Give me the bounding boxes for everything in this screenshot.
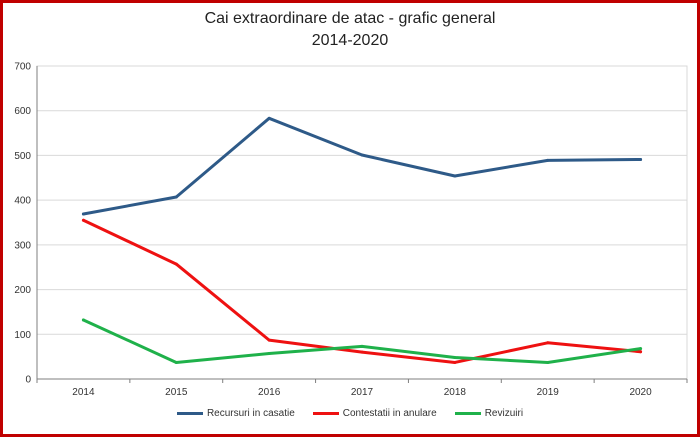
data-point: [639, 157, 643, 161]
x-tick-label: 2017: [351, 387, 374, 398]
data-point: [81, 218, 85, 222]
y-tick-label: 500: [14, 151, 31, 162]
legend-label: Contestatii in anulare: [342, 407, 437, 419]
y-tick-label: 0: [25, 375, 31, 386]
y-tick-label: 300: [14, 240, 31, 251]
chart-legend: Recursuri in casatie Contestatii in anula…: [0, 405, 700, 421]
chart-subtitle: 2014-2020: [311, 32, 389, 49]
series-line-2: [81, 218, 643, 364]
legend-swatch: [454, 411, 481, 415]
data-point: [267, 352, 271, 356]
x-tick-label: 2020: [629, 387, 652, 398]
y-axis-ticks: 0 100 200 300 400 500 600 700: [14, 62, 31, 386]
series-line-3: [81, 318, 643, 364]
data-point: [267, 338, 271, 342]
y-tick-label: 400: [14, 196, 31, 207]
data-point: [639, 350, 643, 354]
x-axis-ticks: 2014 2015 2016 2017 2018 2019 2020: [36, 379, 688, 398]
data-point: [81, 318, 85, 322]
data-point: [453, 174, 457, 178]
legend-label: Revizuiri: [484, 407, 524, 419]
data-point: [639, 347, 643, 351]
data-point: [360, 350, 364, 354]
data-point: [453, 356, 457, 360]
x-tick-label: 2018: [444, 387, 467, 398]
data-point: [546, 158, 550, 162]
y-tick-label: 700: [14, 62, 31, 73]
plot-area: [36, 65, 688, 380]
x-tick-label: 2016: [258, 387, 281, 398]
legend-item: Recursuri in casatie: [176, 407, 295, 419]
legend-item: Contestatii in anulare: [312, 407, 437, 419]
data-point: [546, 341, 550, 345]
y-tick-label: 100: [14, 330, 31, 341]
data-point: [360, 344, 364, 348]
data-point: [174, 262, 178, 266]
data-point: [174, 195, 178, 199]
y-tick-label: 600: [14, 106, 31, 117]
data-point: [174, 360, 178, 364]
legend-label: Recursuri in casatie: [206, 407, 295, 419]
x-tick-label: 2014: [72, 387, 95, 398]
data-point: [546, 360, 550, 364]
x-tick-label: 2015: [165, 387, 188, 398]
chart-title: Cai extraordinare de atac - grafic gener…: [204, 10, 496, 27]
y-tick-label: 200: [14, 285, 31, 296]
legend-swatch: [176, 411, 203, 415]
data-point: [267, 116, 271, 120]
legend-swatch: [312, 411, 339, 415]
legend-item: Revizuiri: [454, 407, 524, 419]
data-point: [453, 360, 457, 364]
grid-lines: [36, 65, 688, 380]
data-point: [81, 212, 85, 216]
x-tick-label: 2019: [537, 387, 560, 398]
series-lines: [81, 116, 643, 364]
data-point: [360, 153, 364, 157]
chart-title-block: Cai extraordinare de atac - grafic gener…: [0, 8, 700, 52]
